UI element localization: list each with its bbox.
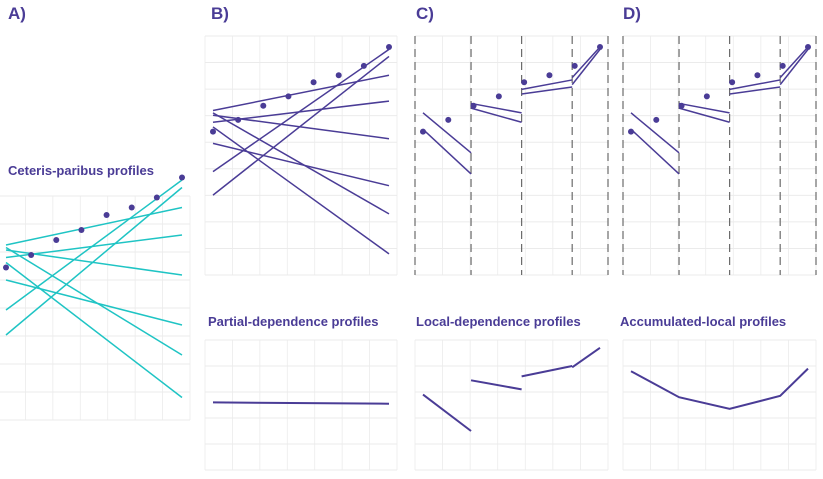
panel-c-local-segment [571,48,601,86]
ceteris-paribus-title: Ceteris-paribus profiles [8,163,154,178]
panel-d-local-segment [779,48,809,86]
panel-b-observation-point [310,79,317,86]
panel-c-letter: C) [416,4,434,23]
panel-d-local-segment [779,46,809,79]
panel-a-observation-point [3,264,9,271]
panel-b-observation-point [335,72,342,79]
panel-a-cp-line [5,261,183,399]
panel-d-observation-point [779,62,786,69]
panel-c-local-segment [521,79,573,91]
panel-b-letter: B) [211,4,229,23]
panel-c-bottom-grid [414,339,609,471]
panel-c-local-segment [521,86,573,95]
panel-b-top-grid [204,35,398,276]
panel-d-observation-point [805,44,811,51]
panel-c-local-segment [470,102,522,114]
panel-a-observation-point [103,212,110,218]
panel-b-cp-line [212,55,390,196]
panel-a-cp-line [5,246,183,356]
panel-d-observation-point [653,116,660,123]
panel-b-observation-point [235,116,242,123]
panel-c-top-grid [414,35,609,276]
panel-a-cp-line [5,206,183,246]
panel-b-cp-line [212,126,390,255]
panel-b-cp-line [212,48,390,173]
panel-d-observation-point [729,79,736,86]
panel-a-letter: A) [8,4,26,23]
panel-a-observation-point [128,204,135,211]
panel-d-top-grid [622,35,817,276]
panel-a-observation-point [53,237,60,243]
panel-d-local-segment [729,79,781,91]
panel-d-local-segment [630,112,680,154]
panel-b-cp-line [212,74,390,112]
accumulated-local-profile-line [630,367,809,410]
panel-c-observation-point [521,79,528,86]
local-dependence-title: Local-dependence profiles [416,314,581,329]
panel-a-cp-line [5,234,183,259]
panel-d-bottom-grid [622,339,817,471]
panel-b-observation-point [386,44,392,51]
panel-b-bottom-grid [204,339,398,471]
panel-b-cp-line [212,142,390,187]
panel-a-observation-point [28,252,35,258]
partial-dependence-title: Partial-dependence profiles [208,314,379,329]
panel-d-local-segment [630,128,680,175]
local-dependence-profile-segment [422,393,472,432]
panel-d-observation-point [628,128,634,135]
panel-a-cp-line [5,279,183,326]
panel-d-local-segment [729,86,781,95]
panel-a-grid [0,195,191,421]
panel-d-local-segment [678,107,730,123]
panel-c-observation-point [420,128,426,135]
local-dependence-profile-segment [470,379,522,391]
panel-a-cp-line [5,179,183,311]
panel-a-observation-point [179,174,185,181]
partial-dependence-profile-line [212,401,390,405]
panel-b-cp-line [212,112,390,215]
panel-c-observation-point [470,102,477,109]
panel-c-local-segment [422,128,472,175]
panel-b-observation-point [260,102,267,109]
panel-c-local-segment [422,112,472,154]
panel-a-observation-point [78,227,85,233]
panel-d-observation-point [754,72,761,79]
local-dependence-profile-segment [571,346,601,369]
panel-b-observation-point [285,93,292,100]
panel-c-local-segment [470,107,522,123]
accumulated-local-title: Accumulated-local profiles [620,314,787,329]
panel-c-observation-point [597,44,603,51]
panel-b-observation-point [210,128,216,135]
panel-c-observation-point [546,72,553,79]
panel-d-local-segment [678,102,730,114]
panel-d-observation-point [678,102,685,109]
panel-a-cp-line [5,186,183,336]
local-dependence-profile-segment [521,365,573,378]
panel-d-letter: D) [623,4,641,23]
panel-a-observation-point [153,194,160,201]
panel-b-cp-line [212,100,390,123]
panel-c-observation-point [571,62,578,69]
panel-c-observation-point [495,93,502,100]
panel-c-local-segment [571,46,601,79]
panel-c-observation-point [445,116,452,123]
panel-b-observation-point [360,62,367,69]
panel-d-observation-point [703,93,710,100]
